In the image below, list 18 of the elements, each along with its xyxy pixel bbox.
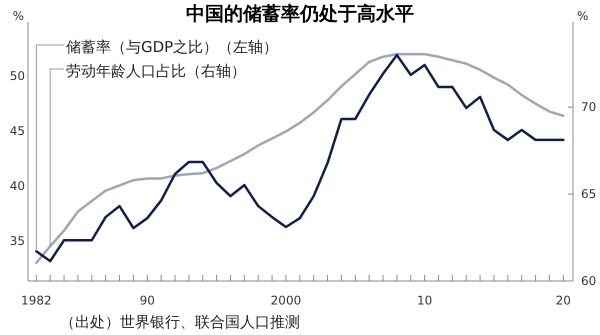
x-tick-label: 2000 xyxy=(270,293,302,308)
y-tick-label: 50 xyxy=(10,68,25,83)
chart-title: 中国的储蓄率仍处于高水平 xyxy=(186,3,414,25)
text: 劳动年龄人口占比（右轴） xyxy=(66,62,246,80)
y-tick-label: 45 xyxy=(10,124,25,138)
y2-tick-label: 65 xyxy=(581,186,596,201)
x-tick-label: 1982 xyxy=(21,293,52,308)
y2-axis-title: % xyxy=(577,9,588,23)
y-axis-title: % xyxy=(12,9,24,23)
y2-tick-label: 70 xyxy=(581,100,596,114)
text: （出处）世界银行、联合国人口推测 xyxy=(60,313,300,331)
x-tick-label: 20 xyxy=(556,293,571,308)
y-tick-label: 35 xyxy=(10,234,25,248)
y-tick-label: 40 xyxy=(10,179,25,194)
x-tick-label: 90 xyxy=(140,293,155,308)
x-tick-label: 10 xyxy=(416,293,432,308)
y2-tick-label: 60 xyxy=(581,274,596,288)
text: 储蓄率（与GDP之比）（左轴） xyxy=(66,38,278,56)
